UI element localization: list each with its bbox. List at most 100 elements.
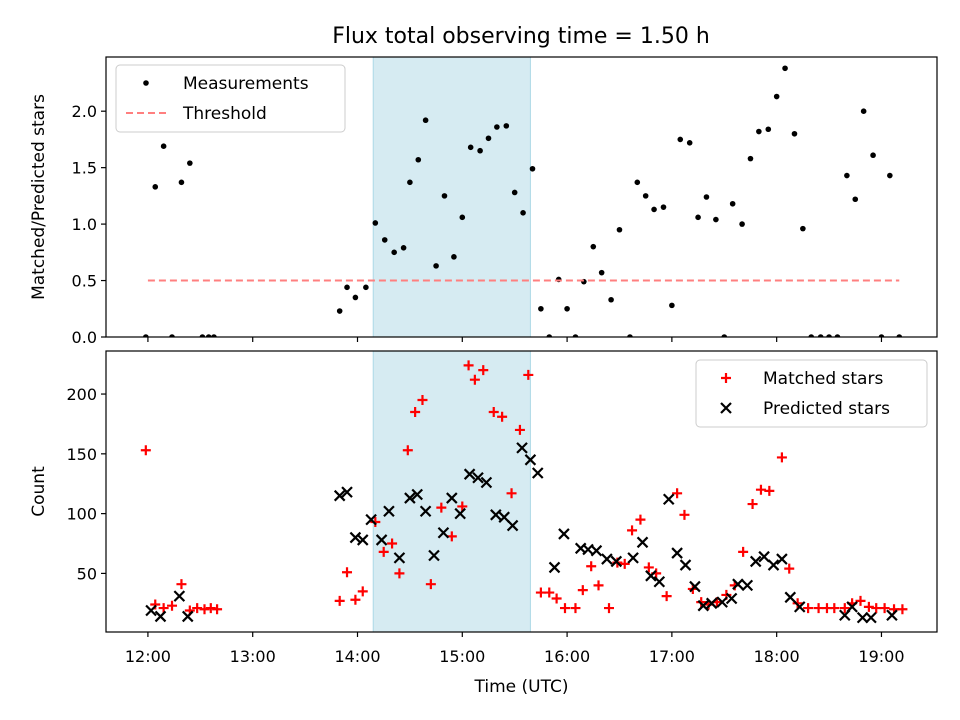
- matched-stars-point: [410, 406, 421, 417]
- measurements-point: [199, 334, 206, 337]
- matched-stars-point: [679, 509, 690, 520]
- predicted-stars-point: [383, 505, 395, 518]
- measurements-point: [400, 245, 407, 251]
- legend-entry-label: Matched stars: [763, 369, 883, 389]
- measurements-point: [756, 128, 762, 135]
- measurements-point: [205, 334, 212, 337]
- matched-stars-point: [863, 601, 874, 612]
- matched-stars-point: [586, 561, 597, 572]
- predicted-stars-point: [333, 489, 346, 502]
- predicted-stars-point: [758, 550, 770, 563]
- measurements-point: [747, 155, 754, 162]
- legend-box: [115, 64, 346, 133]
- matched-stars-point: [879, 603, 890, 614]
- measurements-point: [834, 334, 841, 337]
- predicted-stars-point: [645, 570, 657, 582]
- measurements-point: [459, 214, 466, 221]
- plot-area: [143, 65, 903, 337]
- matched-stars-point: [755, 484, 766, 495]
- series-predicted-stars: [145, 442, 898, 624]
- matched-stars-point: [497, 411, 508, 422]
- measurements-point: [503, 123, 510, 129]
- predicted-stars-point: [636, 536, 649, 549]
- x-tick-label: 12:00: [125, 647, 171, 666]
- measurements-point: [773, 93, 780, 100]
- matched-stars-point: [871, 603, 882, 614]
- y-tick-label: 200: [66, 385, 97, 404]
- predicted-stars-point: [679, 559, 692, 571]
- matched-stars-point: [764, 485, 775, 496]
- predicted-stars-point: [506, 519, 519, 532]
- predicted-stars-point: [601, 553, 613, 565]
- predicted-stars-point: [886, 609, 898, 622]
- legend-matched-stars-swatch: [721, 373, 731, 383]
- measurements-point: [887, 172, 893, 179]
- measurements-point: [808, 334, 815, 337]
- matched-stars-point: [212, 604, 223, 615]
- measurements-point: [520, 210, 526, 216]
- measurements-point: [608, 296, 614, 303]
- measurements-point: [477, 147, 483, 154]
- predicted-stars-point: [411, 488, 424, 501]
- y-tick-label: 100: [66, 505, 97, 524]
- plot-area: [140, 360, 908, 624]
- matched-stars-point: [140, 445, 151, 456]
- measurements-point: [546, 334, 553, 337]
- legend: Measurements Threshold: [115, 64, 346, 133]
- measurements-point: [616, 226, 623, 233]
- predicted-stars-point: [524, 454, 537, 466]
- predicted-stars-point: [689, 580, 701, 593]
- legend-entry-label: Threshold: [182, 104, 267, 124]
- predicted-stars-point: [662, 493, 675, 506]
- predicted-stars-point: [516, 442, 528, 454]
- measurements-point: [372, 220, 379, 226]
- matched-stars-point: [158, 603, 169, 614]
- x-tick-label: 18:00: [754, 647, 800, 666]
- matched-stars-point: [839, 603, 850, 614]
- predicted-stars-point: [725, 592, 738, 605]
- measurements-point: [669, 302, 675, 309]
- matched-stars-point: [488, 406, 499, 417]
- predicted-stars-point: [671, 547, 683, 559]
- x-tick-label: 15:00: [439, 647, 485, 666]
- y-axis-label: Count: [29, 466, 49, 517]
- measurements-point: [169, 334, 175, 337]
- measurements-point: [651, 206, 657, 213]
- matched-stars-point: [661, 591, 672, 602]
- matched-stars-point: [436, 502, 447, 513]
- predicted-stars-point: [349, 531, 362, 544]
- matched-stars-point: [570, 603, 581, 614]
- y-axis-label: Matched/Predicted stars: [29, 94, 49, 300]
- measurements-point: [485, 135, 492, 142]
- y-tick-label: 0.0: [72, 328, 97, 347]
- matched-stars-point: [387, 538, 398, 549]
- predicted-stars-point: [558, 528, 570, 540]
- predicted-stars-point: [776, 553, 788, 565]
- axes-frame: [105, 350, 938, 633]
- measurements-point: [844, 172, 850, 179]
- predicted-stars-point: [498, 511, 510, 523]
- matched-stars-point: [205, 603, 216, 614]
- x-axis-label: Time (UTC): [474, 677, 569, 697]
- observing-span-shading: [372, 350, 531, 633]
- predicted-stars-point: [767, 559, 780, 571]
- measurements-point: [422, 117, 429, 124]
- legend-box: [695, 359, 928, 428]
- matched-stars-point: [176, 579, 187, 590]
- matched-stars-point: [514, 424, 525, 435]
- measurements-point: [344, 284, 350, 291]
- matched-stars-point: [402, 445, 413, 456]
- predicted-stars-point: [393, 552, 406, 564]
- measurements-point: [407, 179, 413, 186]
- measurements-point: [494, 124, 500, 130]
- matched-stars-point: [577, 585, 588, 596]
- matched-stars-point: [784, 563, 795, 574]
- matched-stars-point: [747, 499, 758, 510]
- matched-stars-point: [342, 567, 353, 578]
- predicted-stars-point: [356, 534, 369, 546]
- measurements-point: [572, 334, 579, 337]
- matched-stars-point: [357, 586, 368, 597]
- measurements-point: [391, 249, 397, 256]
- measurements-point: [817, 334, 824, 337]
- x-tick-label: 19:00: [858, 647, 904, 666]
